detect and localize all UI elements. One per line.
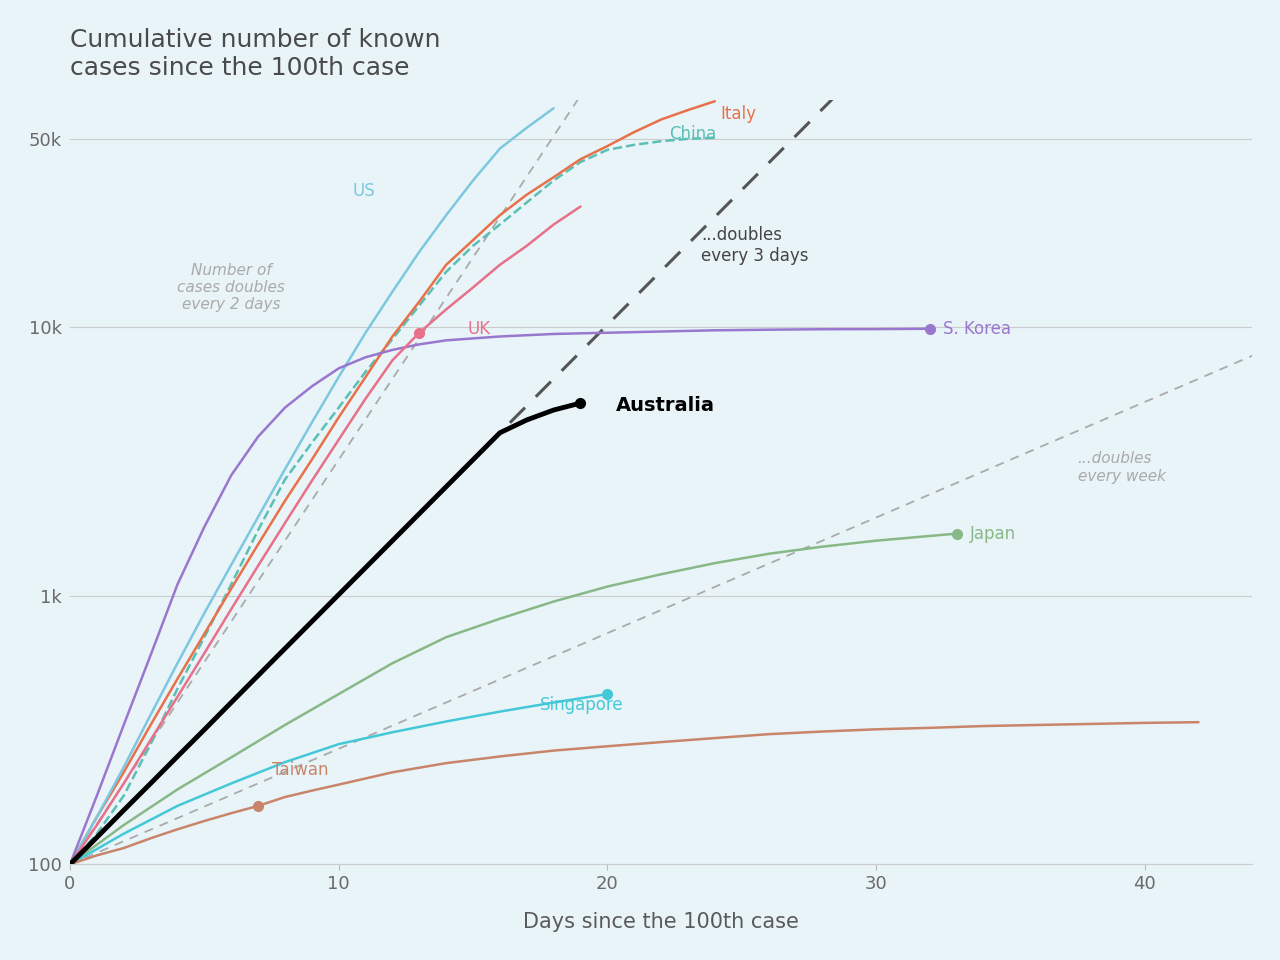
Text: ...doubles
every week: ...doubles every week: [1078, 451, 1166, 484]
Text: Taiwan: Taiwan: [271, 760, 328, 779]
Text: US: US: [352, 182, 375, 200]
Text: China: China: [669, 125, 717, 143]
Text: ...doubles
every 3 days: ...doubles every 3 days: [701, 227, 809, 265]
Text: Singapore: Singapore: [540, 696, 623, 714]
X-axis label: Days since the 100th case: Days since the 100th case: [524, 912, 799, 932]
Text: S. Korea: S. Korea: [943, 320, 1011, 338]
Text: Number of
cases doubles
every 2 days: Number of cases doubles every 2 days: [177, 263, 285, 312]
Text: UK: UK: [467, 320, 490, 338]
Text: Australia: Australia: [616, 396, 714, 415]
Text: Italy: Italy: [721, 105, 756, 123]
Text: Cumulative number of known
cases since the 100th case: Cumulative number of known cases since t…: [70, 28, 440, 80]
Text: Japan: Japan: [970, 524, 1016, 542]
